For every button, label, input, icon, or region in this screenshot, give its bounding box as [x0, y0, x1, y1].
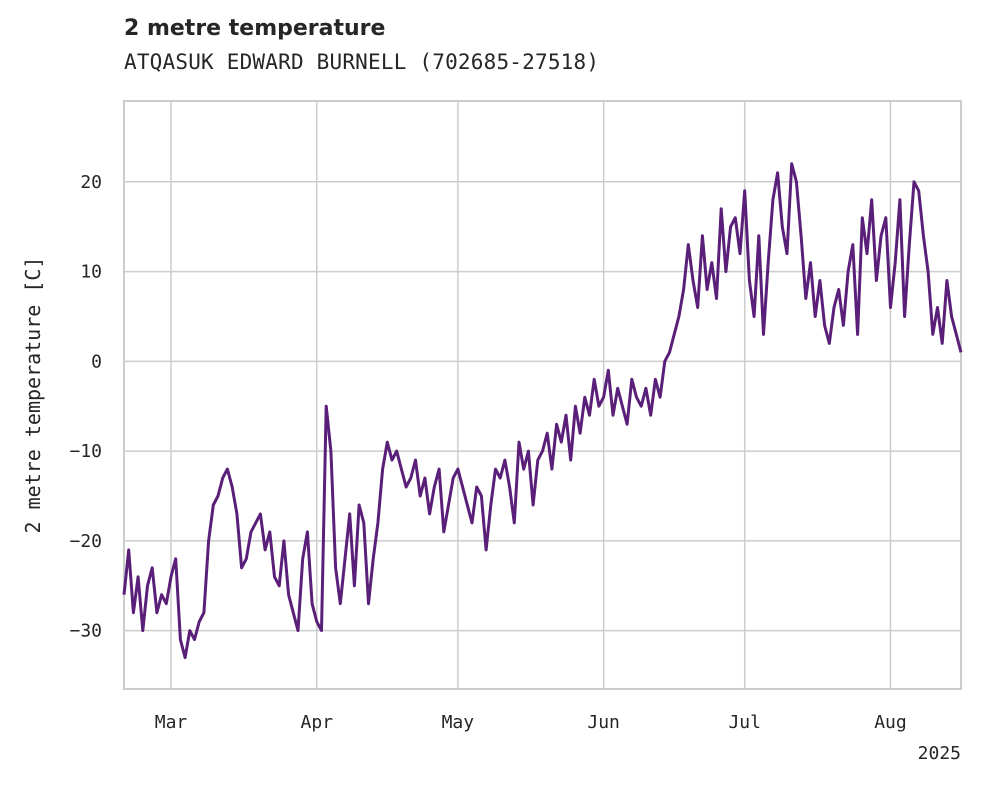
temperature-series-line	[122, 162, 963, 660]
y-tick-label: 10	[80, 262, 102, 283]
x-tick-label: Jul	[728, 712, 761, 733]
grid	[124, 101, 961, 689]
chart-subtitle: ATQASUK EDWARD BURNELL (702685-27518)	[124, 50, 600, 74]
y-axis-label: 2 metre temperature [C]	[21, 257, 45, 534]
series-layer	[122, 162, 963, 660]
y-tick-label: 20	[80, 172, 102, 193]
x-axis-ticks: Mar Apr May Jun Jul Aug	[155, 712, 907, 733]
chart-title: 2 metre temperature	[124, 16, 386, 41]
y-axis-ticks: −30 −20 −10 0 10 20	[69, 172, 102, 642]
x-tick-label: Jun	[587, 712, 620, 733]
y-tick-label: −30	[69, 621, 102, 642]
x-tick-label: Apr	[301, 712, 334, 733]
plot-frame	[123, 100, 962, 690]
x-tick-label: May	[442, 712, 475, 733]
year-label: 2025	[918, 743, 961, 764]
y-tick-label: −10	[69, 441, 102, 462]
y-tick-label: 0	[91, 351, 102, 372]
x-tick-label: Mar	[155, 712, 188, 733]
x-tick-label: Aug	[874, 712, 907, 733]
y-tick-label: −20	[69, 531, 102, 552]
